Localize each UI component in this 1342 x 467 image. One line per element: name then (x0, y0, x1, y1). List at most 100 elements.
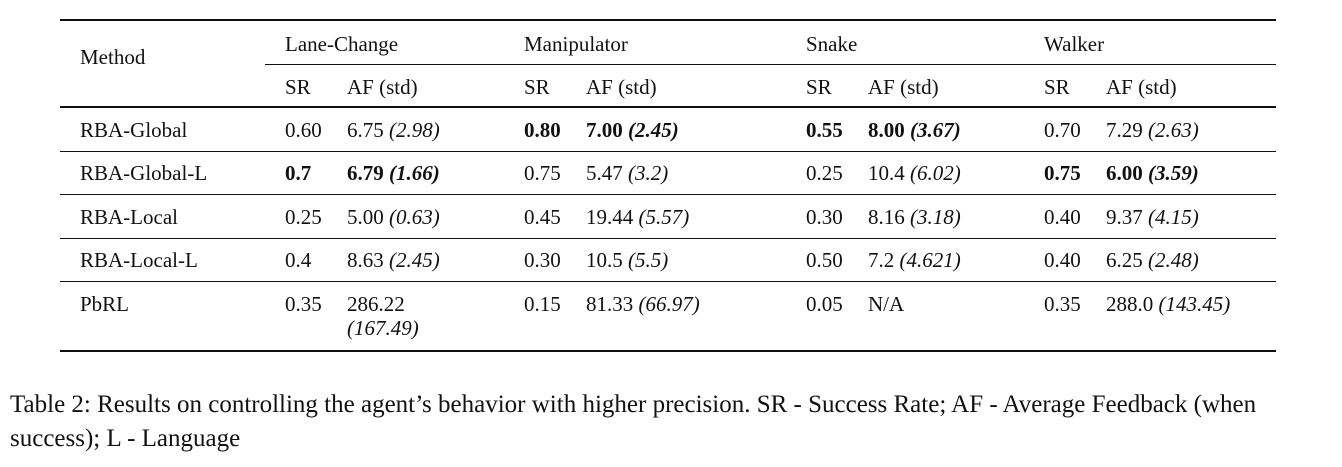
af-mean: N/A (868, 292, 905, 316)
sr-value: 0.50 (806, 248, 843, 272)
af-value: 6.75 (2.98) (347, 118, 440, 142)
af-value: N/A (868, 292, 904, 316)
sr-subheader: SR (285, 75, 311, 99)
af-mean: 6.75 (347, 118, 384, 142)
af-mean: 7.29 (1106, 118, 1143, 142)
group-header: Snake (806, 32, 858, 56)
method-cell: RBA-Local (80, 205, 178, 229)
af-std: (5.5) (628, 248, 669, 272)
sr-value: 0.25 (285, 205, 322, 229)
af-mean: 10.4 (868, 161, 905, 185)
af-std: (2.63) (1148, 118, 1199, 142)
sr-value: 0.75 (524, 161, 561, 185)
af-value: 7.29 (2.63) (1106, 118, 1199, 142)
row-separator (60, 151, 1276, 152)
af-mean: 7.2 (868, 248, 895, 272)
group-header: Walker (1044, 32, 1105, 56)
af-mean: 8.00 (868, 118, 905, 142)
sr-value: 0.4 (285, 248, 312, 272)
af-std: (2.48) (1148, 248, 1199, 272)
af-subheader: AF (std) (347, 75, 418, 99)
af-value: 286.22 (167.49) (347, 292, 419, 340)
af-mean: 5.47 (586, 161, 623, 185)
af-subheader: AF (std) (1106, 75, 1177, 99)
table-caption: Table 2: Results on controlling the agen… (10, 388, 1335, 456)
af-mean: 6.00 (1106, 161, 1143, 185)
group-header: Manipulator (524, 32, 628, 56)
caption-label: Table 2: (10, 391, 91, 418)
af-value: 288.0 (143.45) (1106, 292, 1230, 316)
af-std: (143.45) (1158, 292, 1231, 316)
af-mean: 9.37 (1106, 205, 1143, 229)
sr-value: 0.35 (285, 292, 322, 316)
bottom-rule (60, 350, 1276, 352)
af-std: (2.45) (389, 248, 440, 272)
af-std: (0.63) (389, 205, 440, 229)
sr-value: 0.30 (524, 248, 561, 272)
sr-subheader: SR (1044, 75, 1070, 99)
af-std: (167.49) (347, 316, 419, 340)
row-separator (60, 238, 1276, 239)
sr-value: 0.30 (806, 205, 843, 229)
af-std: (2.45) (628, 118, 679, 142)
group-cmidrule (787, 64, 1025, 65)
af-value: 10.5 (5.5) (586, 248, 668, 272)
af-mean: 8.16 (868, 205, 905, 229)
method-cell: PbRL (80, 292, 130, 316)
caption-text: Results on controlling the agent’s behav… (10, 391, 1257, 452)
sr-value: 0.40 (1044, 248, 1081, 272)
row-separator (60, 281, 1276, 282)
af-subheader: AF (std) (586, 75, 657, 99)
header-rule (60, 106, 1276, 108)
af-mean: 81.33 (586, 292, 634, 316)
sr-value: 0.7 (285, 161, 312, 185)
method-cell: RBA-Global (80, 118, 188, 142)
row-separator (60, 194, 1276, 195)
af-mean: 286.22 (347, 292, 405, 316)
af-std: (3.59) (1148, 161, 1199, 185)
af-std: (4.621) (899, 248, 961, 272)
sr-value: 0.45 (524, 205, 561, 229)
af-std: (66.97) (638, 292, 700, 316)
af-value: 8.16 (3.18) (868, 205, 961, 229)
sr-value: 0.70 (1044, 118, 1081, 142)
method-cell: RBA-Local-L (80, 248, 198, 272)
sr-value: 0.35 (1044, 292, 1081, 316)
af-value: 6.79 (1.66) (347, 161, 440, 185)
group-cmidrule (1025, 64, 1276, 65)
af-value: 19.44 (5.57) (586, 205, 689, 229)
af-std: (5.57) (638, 205, 690, 229)
af-value: 6.25 (2.48) (1106, 248, 1199, 272)
af-value: 7.00 (2.45) (586, 118, 679, 142)
group-cmidrule (506, 64, 787, 65)
af-subheader: AF (std) (868, 75, 939, 99)
af-std: (3.2) (628, 161, 669, 185)
af-std: (6.02) (910, 161, 961, 185)
af-mean: 10.5 (586, 248, 623, 272)
sr-subheader: SR (806, 75, 832, 99)
sr-value: 0.05 (806, 292, 843, 316)
af-mean: 6.79 (347, 161, 384, 185)
sr-value: 0.80 (524, 118, 561, 142)
sr-value: 0.40 (1044, 205, 1081, 229)
af-std: (1.66) (389, 161, 440, 185)
af-value: 81.33 (66.97) (586, 292, 700, 316)
sr-value: 0.75 (1044, 161, 1081, 185)
af-std: (3.67) (910, 118, 961, 142)
group-cmidrule (265, 64, 506, 65)
af-std: (4.15) (1148, 205, 1199, 229)
af-value: 5.47 (3.2) (586, 161, 668, 185)
top-rule (60, 19, 1276, 21)
af-value: 5.00 (0.63) (347, 205, 440, 229)
af-mean: 6.25 (1106, 248, 1143, 272)
group-header: Lane-Change (285, 32, 399, 56)
af-value: 10.4 (6.02) (868, 161, 961, 185)
af-value: 6.00 (3.59) (1106, 161, 1199, 185)
sr-value: 0.55 (806, 118, 843, 142)
af-value: 8.63 (2.45) (347, 248, 440, 272)
sr-value: 0.60 (285, 118, 322, 142)
sr-value: 0.15 (524, 292, 561, 316)
af-value: 7.2 (4.621) (868, 248, 961, 272)
af-mean: 288.0 (1106, 292, 1154, 316)
sr-value: 0.25 (806, 161, 843, 185)
